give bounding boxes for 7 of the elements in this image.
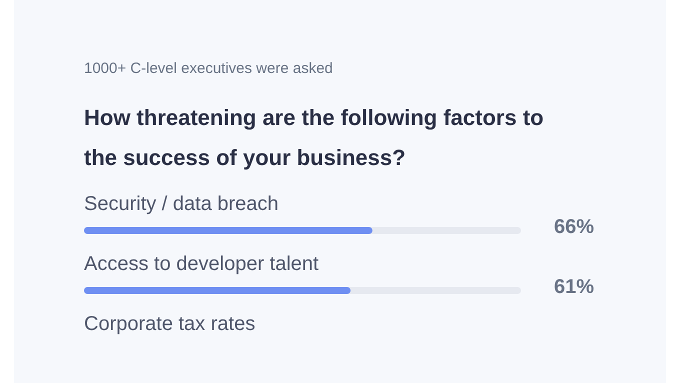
chart-subtitle: 1000+ C-level executives were asked	[84, 60, 333, 77]
chart-title: How threatening are the following factors to the success of your business?	[84, 104, 545, 172]
y-tick-label: Security / data breach	[84, 193, 279, 215]
y-tick-label: Access to developer talent	[84, 253, 320, 275]
y-tick-label: Corporate tax rates	[84, 313, 256, 335]
data-label: 66%	[554, 216, 594, 238]
data-label: 61%	[554, 276, 594, 298]
